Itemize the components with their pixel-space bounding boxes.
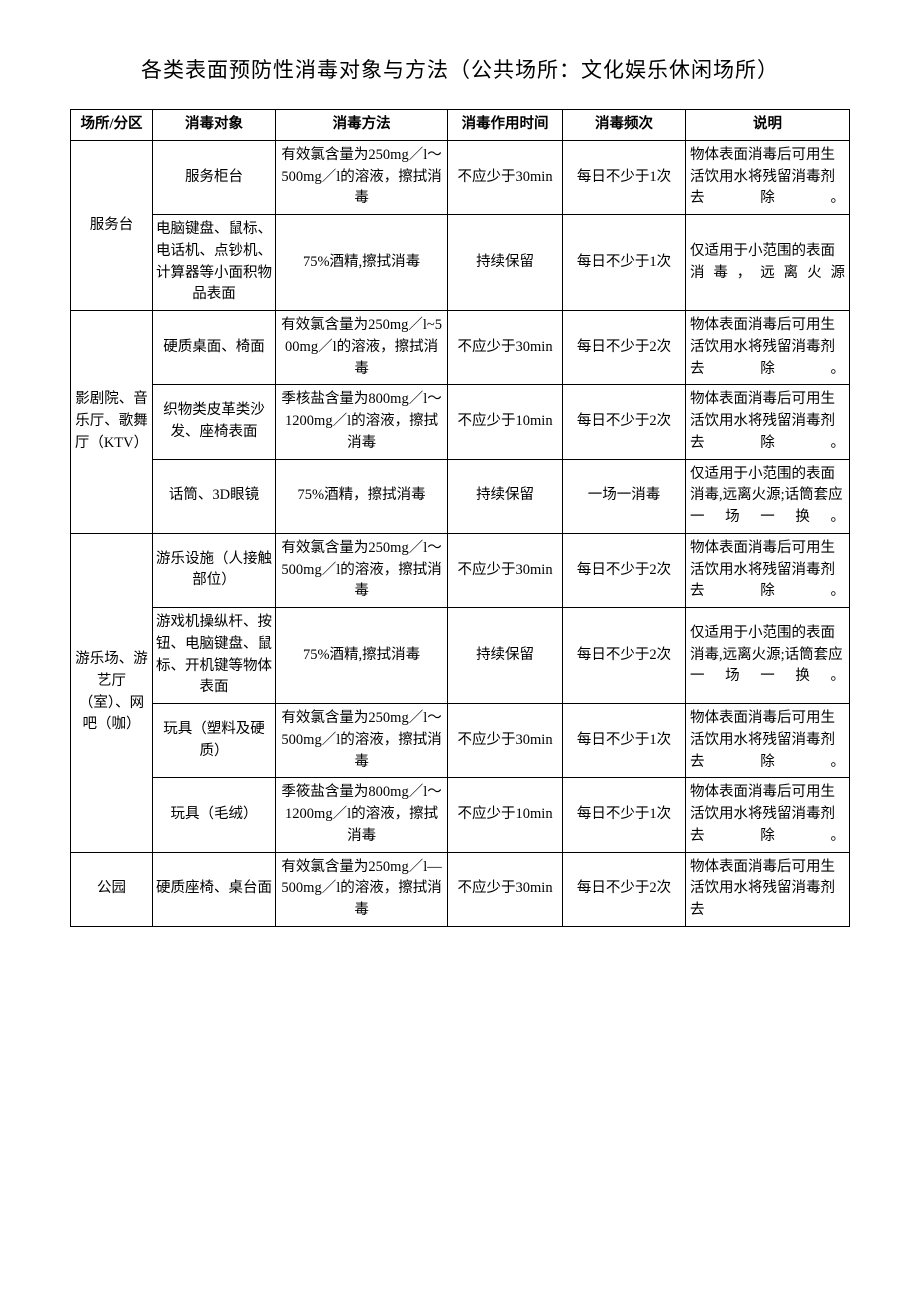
table-row: 玩具（塑料及硬质）有效氯含量为250mg／l～500mg／l的溶液，擦拭消毒不应… [71,704,850,778]
cell-time: 不应少于10min [448,778,563,852]
cell-place: 公园 [71,852,153,926]
header-place: 场所/分区 [71,110,153,141]
cell-object: 话筒、3D眼镜 [152,459,275,533]
header-time: 消毒作用时间 [448,110,563,141]
cell-time: 持续保留 [448,459,563,533]
cell-method: 季筱盐含量为800mg／l～1200mg／l的溶液，擦拭消毒 [275,778,447,852]
cell-time: 不应少于30min [448,704,563,778]
cell-object: 织物类皮革类沙发、座椅表面 [152,385,275,459]
cell-method: 季核盐含量为800mg／l～1200mg／l的溶液，擦拭消毒 [275,385,447,459]
cell-method: 有效氯含量为250mg／l~500mg／l的溶液，擦拭消毒 [275,311,447,385]
cell-freq: 每日不少于2次 [562,608,685,704]
cell-time: 不应少于10min [448,385,563,459]
cell-method: 75%酒精,擦拭消毒 [275,215,447,311]
table-row: 游戏机操纵杆、按钮、电脑键盘、鼠标、开机键等物体表面75%酒精,擦拭消毒持续保留… [71,608,850,704]
table-row: 玩具（毛绒）季筱盐含量为800mg／l～1200mg／l的溶液，擦拭消毒不应少于… [71,778,850,852]
cell-time: 不应少于30min [448,533,563,607]
page-title: 各类表面预防性消毒对象与方法（公共场所：文化娱乐休闲场所） [70,54,850,84]
cell-object: 电脑键盘、鼠标、电话机、点钞机、计算器等小面积物品表面 [152,215,275,311]
cell-method: 有效氯含量为250mg／l～500mg／l的溶液，擦拭消毒 [275,704,447,778]
header-method: 消毒方法 [275,110,447,141]
cell-freq: 每日不少于2次 [562,311,685,385]
cell-freq: 每日不少于1次 [562,215,685,311]
cell-freq: 每日不少于1次 [562,778,685,852]
cell-freq: 每日不少于2次 [562,533,685,607]
cell-method: 有效氯含量为250mg／l～500mg／l的溶液，擦拭消毒 [275,533,447,607]
cell-method: 有效氯含量为250mg／l—500mg／l的溶液，擦拭消毒 [275,852,447,926]
header-freq: 消毒频次 [562,110,685,141]
cell-time: 持续保留 [448,608,563,704]
cell-object: 硬质桌面、椅面 [152,311,275,385]
cell-note: 物体表面消毒后可用生活饮用水将残留消毒剂去除。 [685,778,849,852]
cell-note: 物体表面消毒后可用生活饮用水将残留消毒剂去除。 [685,704,849,778]
cell-note: 仅适用于小范围的表面消毒,远离火源;话筒套应一场一换。 [685,608,849,704]
header-row: 场所/分区 消毒对象 消毒方法 消毒作用时间 消毒频次 说明 [71,110,850,141]
cell-place: 影剧院、音乐厅、歌舞厅（KTV） [71,311,153,534]
cell-place: 游乐场、游艺厅（室）、网吧（咖） [71,533,153,852]
cell-object: 服务柜台 [152,140,275,214]
header-note: 说明 [685,110,849,141]
table-row: 游乐场、游艺厅（室）、网吧（咖）游乐设施（人接触部位）有效氯含量为250mg／l… [71,533,850,607]
table-row: 电脑键盘、鼠标、电话机、点钞机、计算器等小面积物品表面75%酒精,擦拭消毒持续保… [71,215,850,311]
cell-method: 有效氯含量为250mg／l～500mg／l的溶液，擦拭消毒 [275,140,447,214]
cell-method: 75%酒精,擦拭消毒 [275,608,447,704]
cell-note: 物体表面消毒后可用生活饮用水将残留消毒剂去除。 [685,311,849,385]
table-row: 公园硬质座椅、桌台面有效氯含量为250mg／l—500mg／l的溶液，擦拭消毒不… [71,852,850,926]
cell-time: 不应少于30min [448,311,563,385]
cell-object: 硬质座椅、桌台面 [152,852,275,926]
cell-object: 游戏机操纵杆、按钮、电脑键盘、鼠标、开机键等物体表面 [152,608,275,704]
cell-object: 玩具（塑料及硬质） [152,704,275,778]
cell-method: 75%酒精，擦拭消毒 [275,459,447,533]
cell-note: 物体表面消毒后可用生活饮用水将残留消毒剂去除。 [685,140,849,214]
table-row: 话筒、3D眼镜75%酒精，擦拭消毒持续保留一场一消毒仅适用于小范围的表面消毒,远… [71,459,850,533]
cell-object: 玩具（毛绒） [152,778,275,852]
cell-time: 持续保留 [448,215,563,311]
cell-time: 不应少于30min [448,852,563,926]
cell-freq: 每日不少于1次 [562,704,685,778]
cell-note: 物体表面消毒后可用生活饮用水将残留消毒剂去除。 [685,533,849,607]
cell-object: 游乐设施（人接触部位） [152,533,275,607]
disinfection-table: 场所/分区 消毒对象 消毒方法 消毒作用时间 消毒频次 说明 服务台服务柜台有效… [70,109,850,927]
cell-note: 仅适用于小范围的表面消毒,远离火源;话筒套应一场一换。 [685,459,849,533]
cell-freq: 一场一消毒 [562,459,685,533]
cell-note: 物体表面消毒后可用生活饮用水将残留消毒剂去除。 [685,385,849,459]
cell-note: 仅适用于小范围的表面消毒，远离火源 [685,215,849,311]
cell-time: 不应少于30min [448,140,563,214]
cell-freq: 每日不少于2次 [562,852,685,926]
cell-note: 物体表面消毒后可用生活饮用水将残留消毒剂去 [685,852,849,926]
table-row: 服务台服务柜台有效氯含量为250mg／l～500mg／l的溶液，擦拭消毒不应少于… [71,140,850,214]
cell-freq: 每日不少于2次 [562,385,685,459]
cell-place: 服务台 [71,140,153,310]
table-row: 影剧院、音乐厅、歌舞厅（KTV）硬质桌面、椅面有效氯含量为250mg／l~500… [71,311,850,385]
cell-freq: 每日不少于1次 [562,140,685,214]
table-row: 织物类皮革类沙发、座椅表面季核盐含量为800mg／l～1200mg／l的溶液，擦… [71,385,850,459]
header-object: 消毒对象 [152,110,275,141]
